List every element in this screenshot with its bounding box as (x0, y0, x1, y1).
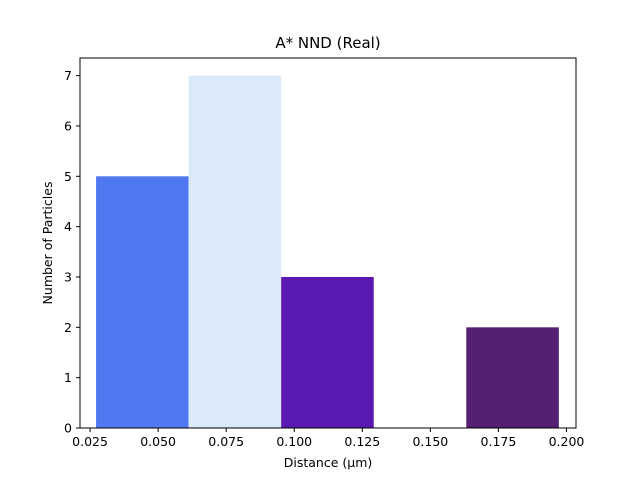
histogram-bar (281, 276, 374, 428)
x-tick-label: 0.025 (72, 434, 108, 449)
x-tick-label: 0.125 (344, 434, 380, 449)
histogram-bar (96, 176, 189, 428)
y-tick-label: 2 (64, 320, 72, 335)
x-tick-label: 0.050 (140, 434, 176, 449)
y-axis-label: Number of Particles (40, 182, 55, 305)
x-tick-label: 0.200 (549, 434, 585, 449)
y-tick-label: 0 (64, 421, 72, 436)
x-tick-label: 0.100 (276, 434, 312, 449)
y-tick-label: 6 (64, 118, 72, 133)
y-tick-label: 4 (64, 219, 72, 234)
x-tick-label: 0.075 (208, 434, 244, 449)
x-tick-label: 0.150 (412, 434, 448, 449)
bars-group (96, 75, 559, 428)
x-axis-label: Distance (µm) (284, 455, 373, 470)
y-tick-label: 7 (64, 68, 72, 83)
y-tick-label: 5 (64, 169, 72, 184)
x-axis-ticks: 0.025 0.050 0.075 0.100 0.125 0.150 0.175 0.200 (72, 428, 584, 449)
y-tick-label: 3 (64, 269, 72, 284)
plot-frame (79, 57, 577, 429)
histogram-bar (188, 75, 282, 428)
chart-title: A* NND (Real) (275, 34, 380, 52)
x-tick-label: 0.175 (481, 434, 517, 449)
histogram-bar (466, 327, 559, 428)
y-tick-label: 1 (64, 370, 72, 385)
y-axis-ticks: 0 1 2 3 4 5 6 7 (64, 68, 80, 436)
